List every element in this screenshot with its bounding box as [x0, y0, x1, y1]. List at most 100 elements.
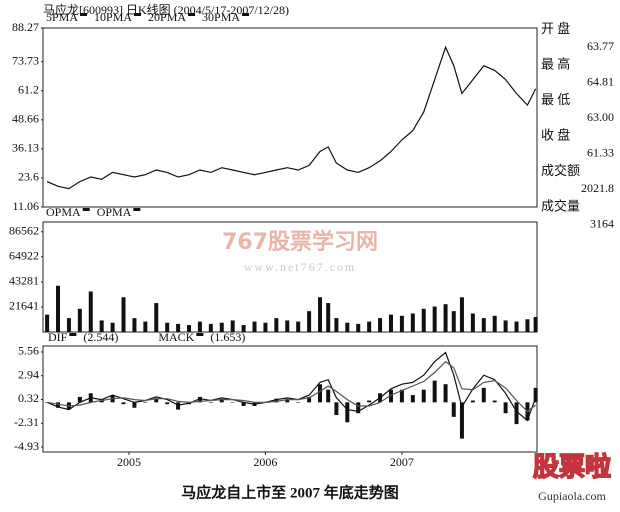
caption: 马应龙自上市至 2007 年底走势图: [181, 483, 399, 501]
bar: [533, 316, 538, 332]
quote-label: 最 高: [541, 56, 570, 71]
bar: [367, 321, 372, 332]
bar: [219, 322, 224, 332]
bar: [307, 311, 312, 332]
bar: [230, 320, 235, 332]
quote-label: 最 低: [541, 92, 570, 107]
y-tick-label: 88.27: [12, 20, 39, 34]
bar: [77, 308, 82, 332]
legend-marker: [133, 208, 141, 211]
y-tick-label: 86562: [9, 224, 39, 238]
bar: [345, 322, 350, 332]
y-tick-label: -2.31: [14, 415, 39, 429]
bar: [143, 321, 148, 332]
bar: [326, 389, 331, 403]
bar: [45, 314, 50, 332]
chart-title: 马应龙[600993] 日K线图 (2004/5/17-2007/12/28): [43, 2, 289, 17]
legend-marker: [188, 13, 196, 16]
bar: [514, 321, 519, 332]
bar: [252, 321, 257, 332]
line: [46, 45, 537, 190]
bar: [121, 297, 126, 332]
y-tick-label: 61.2: [18, 83, 39, 97]
y-tick-label: 21641: [9, 299, 39, 313]
bar: [470, 313, 475, 332]
legend-label: OPMA: [46, 205, 81, 219]
bar: [388, 389, 393, 403]
bar: [432, 306, 437, 332]
panel: [42, 27, 538, 208]
legend-marker: [196, 333, 204, 336]
bar: [285, 398, 290, 403]
bar: [459, 402, 464, 439]
y-tick-label: 23.6: [18, 170, 39, 184]
bar: [443, 304, 448, 332]
bar: [241, 325, 246, 332]
legend-marker: [80, 13, 88, 16]
bar: [154, 398, 159, 403]
bar: [334, 318, 339, 332]
bar: [410, 395, 415, 403]
bar: [88, 291, 93, 332]
bar: [421, 308, 426, 332]
bar: [492, 315, 497, 332]
bar: [99, 400, 104, 403]
y-tick-label: 0.32: [18, 391, 39, 405]
bar: [176, 402, 181, 410]
quote-label: 开 盘: [541, 21, 570, 36]
watermark: www.net767.com: [244, 260, 357, 274]
bar: [187, 325, 192, 332]
y-tick-label: 11.06: [12, 199, 39, 213]
x-tick-label: 2005: [117, 455, 141, 469]
bar: [263, 322, 268, 332]
bar: [77, 396, 82, 403]
y-tick-label: 43281: [9, 274, 39, 288]
bar: [399, 315, 404, 332]
bar: [56, 285, 61, 332]
legend-marker: [134, 13, 142, 16]
quote-value: 63.77: [587, 39, 614, 53]
bar: [307, 396, 312, 403]
y-tick-label: 73.73: [12, 53, 39, 67]
bar: [367, 400, 372, 403]
y-tick-label: 64922: [9, 249, 39, 263]
x-tick-label: 2006: [253, 455, 277, 469]
line: [47, 360, 536, 413]
bar: [56, 402, 61, 408]
bar: [388, 314, 393, 332]
bar: [241, 402, 246, 406]
legend-label: 5PMA: [46, 10, 78, 24]
bar: [399, 389, 404, 403]
bar: [410, 313, 415, 332]
legend-marker: [69, 333, 77, 336]
bar: [326, 303, 331, 332]
bar: [285, 320, 290, 332]
bar: [296, 321, 301, 332]
bar: [421, 389, 426, 403]
bar: [533, 387, 538, 403]
y-tick-label: 48.66: [12, 112, 39, 126]
bar: [132, 318, 137, 332]
bar: [356, 323, 361, 332]
bar: [470, 400, 475, 403]
legend-marker: [242, 13, 250, 16]
logo: 股票啦: [533, 452, 611, 483]
bar: [514, 402, 519, 425]
bar: [121, 402, 126, 405]
quote-label: 收 盘: [541, 127, 570, 142]
legend-label: MACK: [158, 330, 194, 344]
bar: [378, 318, 383, 332]
bar: [165, 402, 170, 405]
quote-value: 63.00: [587, 110, 614, 124]
bar: [443, 384, 448, 403]
bar: [459, 297, 464, 332]
y-tick-label: 5.56: [18, 344, 39, 358]
bar: [503, 320, 508, 332]
legend-marker: [82, 208, 90, 211]
y-tick-label: -4.93: [14, 439, 39, 453]
bar: [230, 402, 235, 403]
bar: [165, 322, 170, 332]
bar: [345, 402, 350, 423]
bar: [274, 318, 279, 332]
